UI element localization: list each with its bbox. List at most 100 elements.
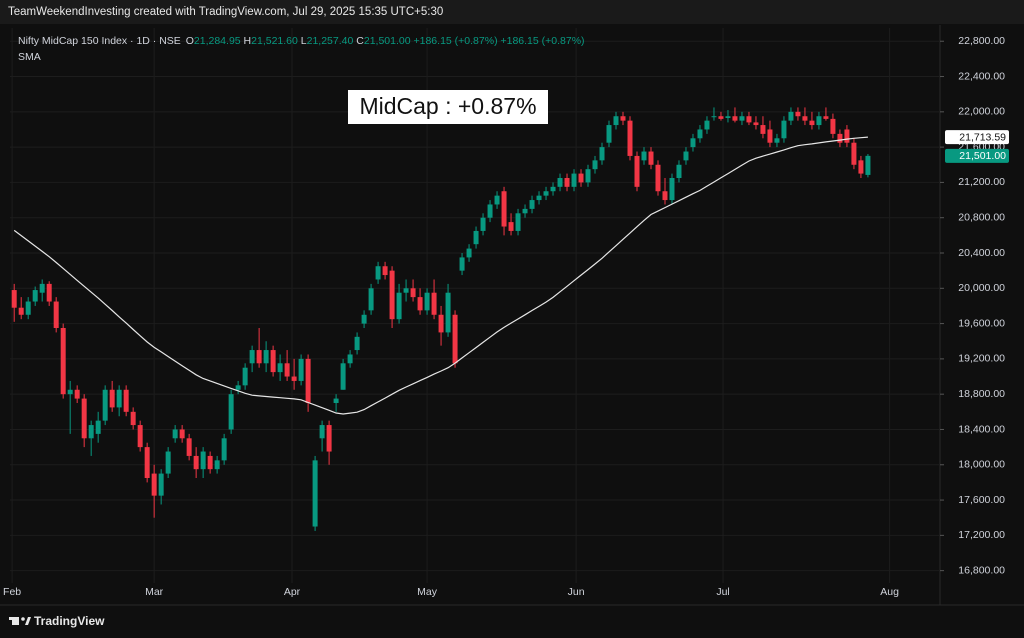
candle-body — [823, 116, 829, 119]
y-tick-label: 17,600.00 — [958, 494, 1005, 506]
candle-body — [795, 111, 801, 117]
candle-body — [466, 248, 472, 258]
legend-key: H — [244, 35, 252, 47]
candle-body — [564, 178, 570, 187]
candle-body — [431, 292, 437, 315]
candle-body — [669, 178, 675, 201]
candle-body — [620, 116, 626, 121]
annotation-box — [348, 90, 548, 124]
candle-body — [606, 125, 612, 143]
candle-body — [578, 173, 584, 183]
x-tick-label: Jun — [568, 586, 585, 598]
candle-body — [452, 314, 458, 364]
y-tick-label: 18,000.00 — [958, 459, 1005, 471]
candle-body — [67, 389, 73, 395]
candle-body — [207, 455, 213, 470]
candle-body — [165, 451, 171, 474]
candle-body — [221, 438, 227, 461]
candle-body — [200, 451, 206, 470]
candle-body — [18, 307, 24, 315]
candle-body — [172, 429, 178, 439]
y-tick-label: 16,800.00 — [958, 564, 1005, 576]
candle-body — [557, 178, 563, 187]
candle-body — [697, 129, 703, 139]
candle-body — [634, 155, 640, 187]
candle-body — [655, 164, 661, 192]
legend-change: +186.15 (+0.87%) — [414, 35, 498, 47]
candle-body — [116, 389, 122, 408]
candle-body — [781, 120, 787, 139]
candle-body — [340, 363, 346, 390]
candle-body — [459, 257, 465, 271]
candle-body — [774, 138, 780, 143]
candle-body — [508, 222, 514, 231]
candle-body — [347, 354, 353, 364]
candle-body — [102, 389, 108, 421]
x-tick-label: Feb — [3, 586, 21, 598]
candle-body — [613, 116, 619, 126]
header-bar — [0, 0, 1024, 24]
y-tick-label: 18,400.00 — [958, 423, 1005, 435]
candle-body — [816, 116, 822, 126]
candle-body — [417, 297, 423, 311]
y-tick-label: 18,800.00 — [958, 388, 1005, 400]
candle-body — [375, 266, 381, 280]
candle-body — [368, 288, 374, 311]
footer-logo — [9, 617, 31, 625]
candle-body — [599, 147, 605, 161]
candle-body — [718, 116, 724, 119]
legend-key: O — [186, 35, 194, 47]
candle-body — [683, 151, 689, 161]
candle-body — [641, 151, 647, 161]
candle-body — [809, 120, 815, 126]
candle-body — [529, 200, 535, 209]
candle-body — [235, 385, 241, 390]
candle-body — [319, 425, 325, 439]
candle-body — [760, 125, 766, 134]
candle-body — [151, 473, 157, 496]
candle-body — [32, 290, 38, 302]
x-tick-label: Apr — [284, 586, 301, 598]
y-tick-label: 20,400.00 — [958, 247, 1005, 259]
candle-body — [389, 270, 395, 320]
x-tick-label: Mar — [145, 586, 164, 598]
price-badge-label: 21,713.59 — [959, 131, 1006, 143]
candle-body — [277, 363, 283, 373]
candle-body — [494, 195, 500, 205]
annotation: MidCap : +0.87% — [359, 93, 536, 119]
candle-body — [585, 169, 591, 183]
candle-body — [571, 173, 577, 187]
y-tick-label: 17,200.00 — [958, 529, 1005, 541]
candle-body — [592, 160, 598, 170]
sma-line — [13, 136, 868, 415]
candle-body — [361, 314, 367, 324]
legend-change: +186.15 (+0.87%) — [500, 35, 584, 47]
candle-body — [648, 151, 654, 165]
candle-body — [60, 328, 66, 395]
candle-body — [354, 336, 360, 351]
candle-body — [39, 283, 45, 293]
candle-body — [424, 292, 430, 311]
legend-value: 21,501.00 — [364, 35, 411, 47]
candle-body — [263, 350, 269, 364]
legend-indicator: SMA — [18, 51, 41, 63]
y-tick-label: 20,000.00 — [958, 282, 1005, 294]
candle-body — [25, 301, 31, 315]
candle-body — [690, 138, 696, 148]
candle-body — [144, 447, 150, 478]
candle-body — [662, 191, 668, 201]
candle-body — [298, 358, 304, 381]
candle-body — [802, 116, 808, 121]
candle-body — [137, 425, 143, 448]
footer-text: TradingView — [34, 614, 105, 628]
candle-body — [396, 292, 402, 320]
legend-value: 21,521.60 — [251, 35, 298, 47]
candle-body — [704, 120, 710, 130]
price-badge — [945, 148, 1009, 163]
y-tick-label: 20,800.00 — [958, 211, 1005, 223]
candle-body — [256, 350, 262, 364]
x-tick-label: Jul — [716, 586, 729, 598]
header-text: TeamWeekendInvesting created with Tradin… — [8, 6, 443, 18]
x-tick-label: Aug — [880, 586, 899, 598]
